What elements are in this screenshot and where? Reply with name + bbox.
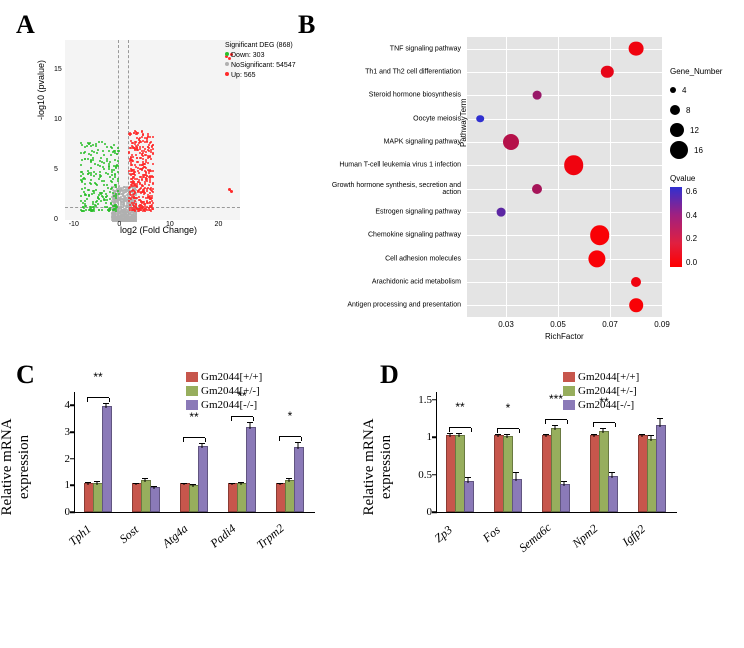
gene-label: Trpm2 (254, 521, 288, 553)
panel-c-barchart: 01234*******Relative mRNAexpressionGm204… (26, 370, 366, 620)
ytick-label: 2 (65, 453, 76, 465)
bar (198, 446, 208, 512)
legend-a-item: Up: 565 (225, 71, 296, 81)
significance-marker: * (506, 401, 511, 415)
bar-legend-item: Gm2044[-/-] (186, 398, 262, 412)
significance-marker: ** (189, 410, 198, 424)
bar-legend-item: Gm2044[+/+] (563, 370, 639, 384)
pathway-label: MAPK signaling pathway (321, 139, 461, 146)
bar (608, 476, 618, 512)
gene-label: Tph1 (66, 522, 95, 549)
ytick-label: 1.5 (418, 394, 437, 406)
bar (246, 427, 256, 512)
gene-label: Fos (480, 523, 503, 546)
significance-marker: *** (549, 392, 563, 406)
pathway-label: Th1 and Th2 cell differentiation (321, 69, 461, 76)
ytick-label: 1 (65, 479, 76, 491)
bubble-point (496, 208, 505, 217)
legend-b-ctick: 0.4 (686, 211, 697, 220)
bar-legend: Gm2044[+/+]Gm2044[+/-]Gm2044[-/-] (186, 370, 262, 412)
gene-label: Igfp2 (619, 522, 648, 550)
panel-d-barchart: 00.511.5********Relative mRNAexpressionG… (388, 370, 728, 620)
bar (150, 487, 160, 512)
y-axis-label: Relative mRNAexpression (0, 407, 33, 527)
gene-label: Npm2 (569, 521, 601, 551)
legend-a-title: Significant DEG (868) (225, 41, 296, 51)
bubble-point (601, 66, 613, 78)
bar-legend-item: Gm2044[+/+] (186, 370, 262, 384)
gene-label: Sema6c (516, 520, 554, 555)
pathway-label: Growth hormone synthesis, secretion and … (321, 182, 461, 196)
bubble-point (533, 91, 542, 100)
volcano-plot-area (65, 40, 240, 220)
pathway-label: Human T-cell leukemia virus 1 infection (321, 162, 461, 169)
bubble-point (631, 277, 641, 287)
legend-b-size-title: Gene_Number (670, 67, 722, 76)
bubble-point (629, 299, 643, 313)
gene-label: Atg4a (159, 521, 191, 551)
bubble-point (629, 41, 644, 56)
bar-legend-item: Gm2044[+/-] (186, 384, 262, 398)
ytick-label: 4 (65, 399, 76, 411)
significance-marker: ** (455, 400, 464, 414)
axis-x-label-b: RichFactor (545, 332, 584, 341)
y-axis-label: Relative mRNAexpression (361, 407, 395, 527)
legend-b-size-item: 8 (670, 100, 722, 120)
panel-b-dotplot: PathwayTerm RichFactor Gene_Number481216… (315, 32, 735, 352)
bubble-point (590, 226, 610, 246)
ytick-label: 3 (65, 426, 76, 438)
bar (464, 481, 474, 512)
bubble-point (564, 156, 584, 176)
bar (294, 447, 304, 512)
axis-x-label-a: log2 (Fold Change) (120, 225, 197, 235)
bar-plot-area: 00.511.5******** (436, 392, 677, 513)
bubble-point (532, 184, 542, 194)
legend-b-ctick: 0.2 (686, 234, 697, 243)
legend-b-size-item: 4 (670, 80, 722, 100)
legend-b-ctick: 0.0 (686, 258, 697, 267)
gene-label: Zp3 (432, 523, 456, 547)
bubble-point (476, 115, 484, 123)
bubble-point (588, 250, 605, 267)
bar (512, 479, 522, 512)
pathway-label: Steroid hormone biosynthesis (321, 92, 461, 99)
axis-y-label-a: -log10 (pvalue) (36, 60, 46, 120)
legend-a-item: Down: 303 (225, 51, 296, 61)
pathway-label: Cell adhesion molecules (321, 255, 461, 262)
panel-a-volcano: log2 (Fold Change) -log10 (pvalue) Signi… (30, 35, 310, 245)
legend-b: Gene_Number 481216 Qvalue 0.6 0.4 0.2 0.0 (670, 67, 722, 267)
ytick-label: 0.5 (418, 469, 437, 481)
legend-b-size-item: 16 (670, 140, 722, 160)
pathway-label: Oocyte meiosis (321, 115, 461, 122)
figure-container: A B C D log2 (Fold Change) -log10 (pvalu… (10, 10, 734, 638)
gene-label: Padi4 (207, 521, 239, 551)
ytick-label: 0 (427, 506, 438, 518)
dotplot-area (467, 37, 662, 317)
bar (560, 484, 570, 512)
bar-legend: Gm2044[+/+]Gm2044[+/-]Gm2044[-/-] (563, 370, 639, 412)
legend-b-color-title: Qvalue (670, 174, 722, 183)
gene-label: Sost (117, 522, 142, 546)
pathway-label: Chemokine signaling pathway (321, 232, 461, 239)
legend-b-gradient (670, 187, 682, 267)
bar-legend-item: Gm2044[-/-] (563, 398, 639, 412)
pathway-label: Arachidonic acid metabolism (321, 279, 461, 286)
legend-b-ctick: 0.6 (686, 187, 697, 196)
significance-marker: ** (93, 370, 102, 384)
pathway-label: Antigen processing and presentation (321, 302, 461, 309)
pathway-label: TNF signaling pathway (321, 45, 461, 52)
bar-legend-item: Gm2044[+/-] (563, 384, 639, 398)
bar (102, 406, 112, 512)
legend-a-item: NoSignificant: 54547 (225, 61, 296, 71)
bubble-point (503, 134, 519, 150)
bar (656, 425, 666, 513)
pathway-label: Estrogen signaling pathway (321, 209, 461, 216)
significance-marker: * (288, 409, 293, 423)
legend-b-size-item: 12 (670, 120, 722, 140)
ytick-label: 1 (427, 431, 438, 443)
ytick-label: 0 (65, 506, 76, 518)
legend-a: Significant DEG (868) Down: 303NoSignifi… (225, 41, 296, 81)
